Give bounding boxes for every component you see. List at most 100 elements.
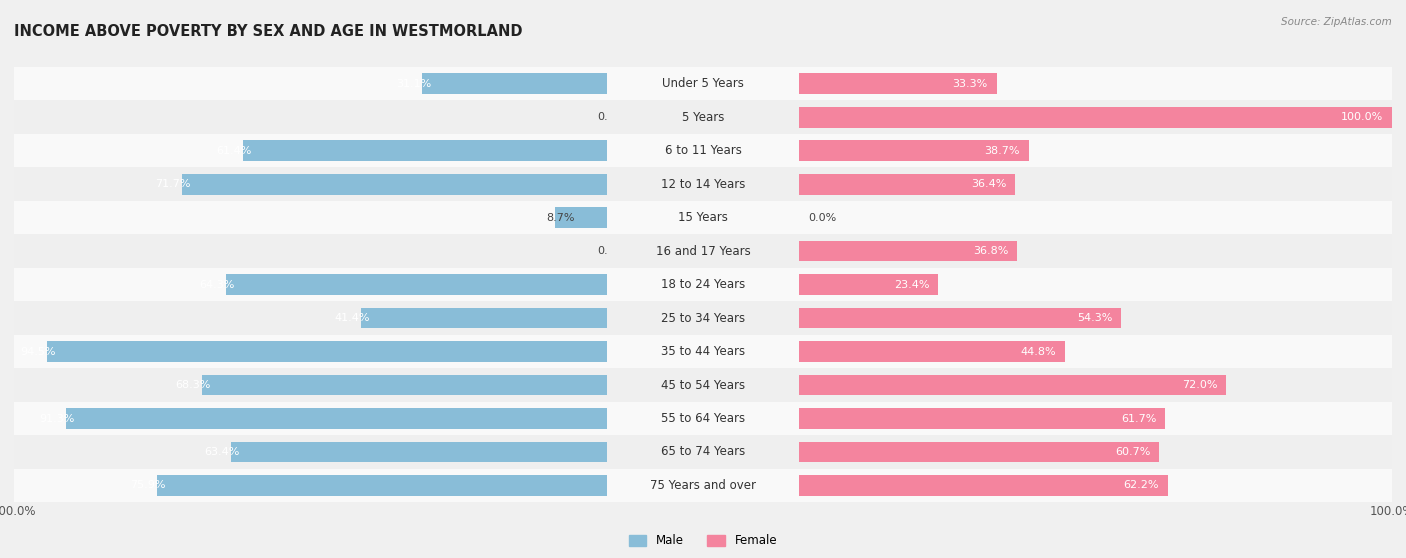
Text: 61.7%: 61.7% bbox=[1121, 413, 1156, 424]
Bar bbox=[202, 374, 606, 396]
Text: 36.8%: 36.8% bbox=[973, 246, 1008, 256]
Bar bbox=[0, 201, 1406, 234]
Bar bbox=[231, 441, 606, 463]
Bar bbox=[0, 167, 1406, 201]
Bar bbox=[800, 73, 997, 94]
Text: 61.4%: 61.4% bbox=[217, 146, 252, 156]
Text: INCOME ABOVE POVERTY BY SEX AND AGE IN WESTMORLAND: INCOME ABOVE POVERTY BY SEX AND AGE IN W… bbox=[14, 24, 523, 39]
Text: 100.0%: 100.0% bbox=[1341, 112, 1384, 122]
Text: 38.7%: 38.7% bbox=[984, 146, 1019, 156]
Bar bbox=[0, 301, 1406, 335]
Bar bbox=[0, 335, 1406, 368]
Bar bbox=[225, 274, 606, 295]
Bar bbox=[0, 402, 1406, 435]
Bar bbox=[0, 134, 1406, 167]
Bar bbox=[46, 341, 606, 362]
Bar bbox=[157, 475, 606, 496]
Text: 71.7%: 71.7% bbox=[155, 179, 191, 189]
Bar bbox=[0, 201, 1406, 234]
Text: 75 Years and over: 75 Years and over bbox=[650, 479, 756, 492]
Bar bbox=[0, 402, 1406, 435]
Bar bbox=[800, 140, 1029, 161]
Bar bbox=[0, 234, 1406, 268]
Text: 5 Years: 5 Years bbox=[682, 110, 724, 124]
Text: 41.4%: 41.4% bbox=[335, 313, 370, 323]
Text: Under 5 Years: Under 5 Years bbox=[662, 77, 744, 90]
Text: 0.0%: 0.0% bbox=[598, 112, 626, 122]
Bar bbox=[555, 207, 606, 228]
Text: 35 to 44 Years: 35 to 44 Years bbox=[661, 345, 745, 358]
Bar bbox=[800, 441, 1159, 463]
Bar bbox=[800, 307, 1121, 329]
Text: 65 to 74 Years: 65 to 74 Years bbox=[661, 445, 745, 459]
Text: 33.3%: 33.3% bbox=[953, 79, 988, 89]
Bar bbox=[0, 234, 1406, 268]
Bar bbox=[0, 67, 1406, 100]
Text: 91.3%: 91.3% bbox=[39, 413, 75, 424]
Bar bbox=[0, 301, 1406, 335]
Bar bbox=[422, 73, 606, 94]
Bar bbox=[0, 167, 1406, 201]
Text: 15 Years: 15 Years bbox=[678, 211, 728, 224]
Bar bbox=[0, 67, 1406, 100]
Bar bbox=[0, 67, 1406, 100]
Text: 72.0%: 72.0% bbox=[1181, 380, 1218, 390]
Bar bbox=[0, 335, 1406, 368]
Bar bbox=[0, 469, 1406, 502]
Bar bbox=[0, 368, 1406, 402]
Bar bbox=[0, 301, 1406, 335]
Text: 6 to 11 Years: 6 to 11 Years bbox=[665, 144, 741, 157]
Text: 0.0%: 0.0% bbox=[598, 246, 626, 256]
Text: 23.4%: 23.4% bbox=[894, 280, 929, 290]
Bar bbox=[0, 368, 1406, 402]
Text: 25 to 34 Years: 25 to 34 Years bbox=[661, 311, 745, 325]
Bar bbox=[0, 167, 1406, 201]
Text: 44.8%: 44.8% bbox=[1021, 347, 1056, 357]
Bar bbox=[0, 368, 1406, 402]
Bar bbox=[0, 201, 1406, 234]
Text: 94.5%: 94.5% bbox=[20, 347, 55, 357]
Legend: Male, Female: Male, Female bbox=[624, 530, 782, 552]
Text: 75.9%: 75.9% bbox=[131, 480, 166, 490]
Bar bbox=[243, 140, 606, 161]
Bar bbox=[800, 240, 1018, 262]
Bar bbox=[0, 469, 1406, 502]
Bar bbox=[800, 341, 1064, 362]
Bar bbox=[800, 475, 1168, 496]
Text: 54.3%: 54.3% bbox=[1077, 313, 1112, 323]
Bar bbox=[0, 100, 1406, 134]
Bar bbox=[66, 408, 606, 429]
Text: 45 to 54 Years: 45 to 54 Years bbox=[661, 378, 745, 392]
Bar bbox=[0, 402, 1406, 435]
Bar bbox=[0, 134, 1406, 167]
Bar bbox=[0, 435, 1406, 469]
Text: 63.4%: 63.4% bbox=[204, 447, 240, 457]
Text: 60.7%: 60.7% bbox=[1115, 447, 1150, 457]
Bar bbox=[800, 408, 1166, 429]
Bar bbox=[800, 107, 1392, 128]
Bar bbox=[800, 374, 1226, 396]
Bar bbox=[0, 134, 1406, 167]
Text: 64.3%: 64.3% bbox=[200, 280, 235, 290]
Bar bbox=[0, 100, 1406, 134]
Text: 36.4%: 36.4% bbox=[972, 179, 1007, 189]
Text: 0.0%: 0.0% bbox=[808, 213, 837, 223]
Bar bbox=[0, 435, 1406, 469]
Text: 68.3%: 68.3% bbox=[176, 380, 211, 390]
Text: 62.2%: 62.2% bbox=[1123, 480, 1159, 490]
Bar bbox=[0, 268, 1406, 301]
Bar bbox=[0, 268, 1406, 301]
Bar bbox=[0, 335, 1406, 368]
Bar bbox=[0, 469, 1406, 502]
Text: Source: ZipAtlas.com: Source: ZipAtlas.com bbox=[1281, 17, 1392, 27]
Bar bbox=[0, 435, 1406, 469]
Text: 18 to 24 Years: 18 to 24 Years bbox=[661, 278, 745, 291]
Bar bbox=[361, 307, 606, 329]
Bar bbox=[181, 174, 606, 195]
Bar bbox=[800, 174, 1015, 195]
Bar bbox=[800, 274, 938, 295]
Bar bbox=[0, 268, 1406, 301]
Bar bbox=[0, 100, 1406, 134]
Text: 12 to 14 Years: 12 to 14 Years bbox=[661, 177, 745, 191]
Text: 8.7%: 8.7% bbox=[546, 213, 575, 223]
